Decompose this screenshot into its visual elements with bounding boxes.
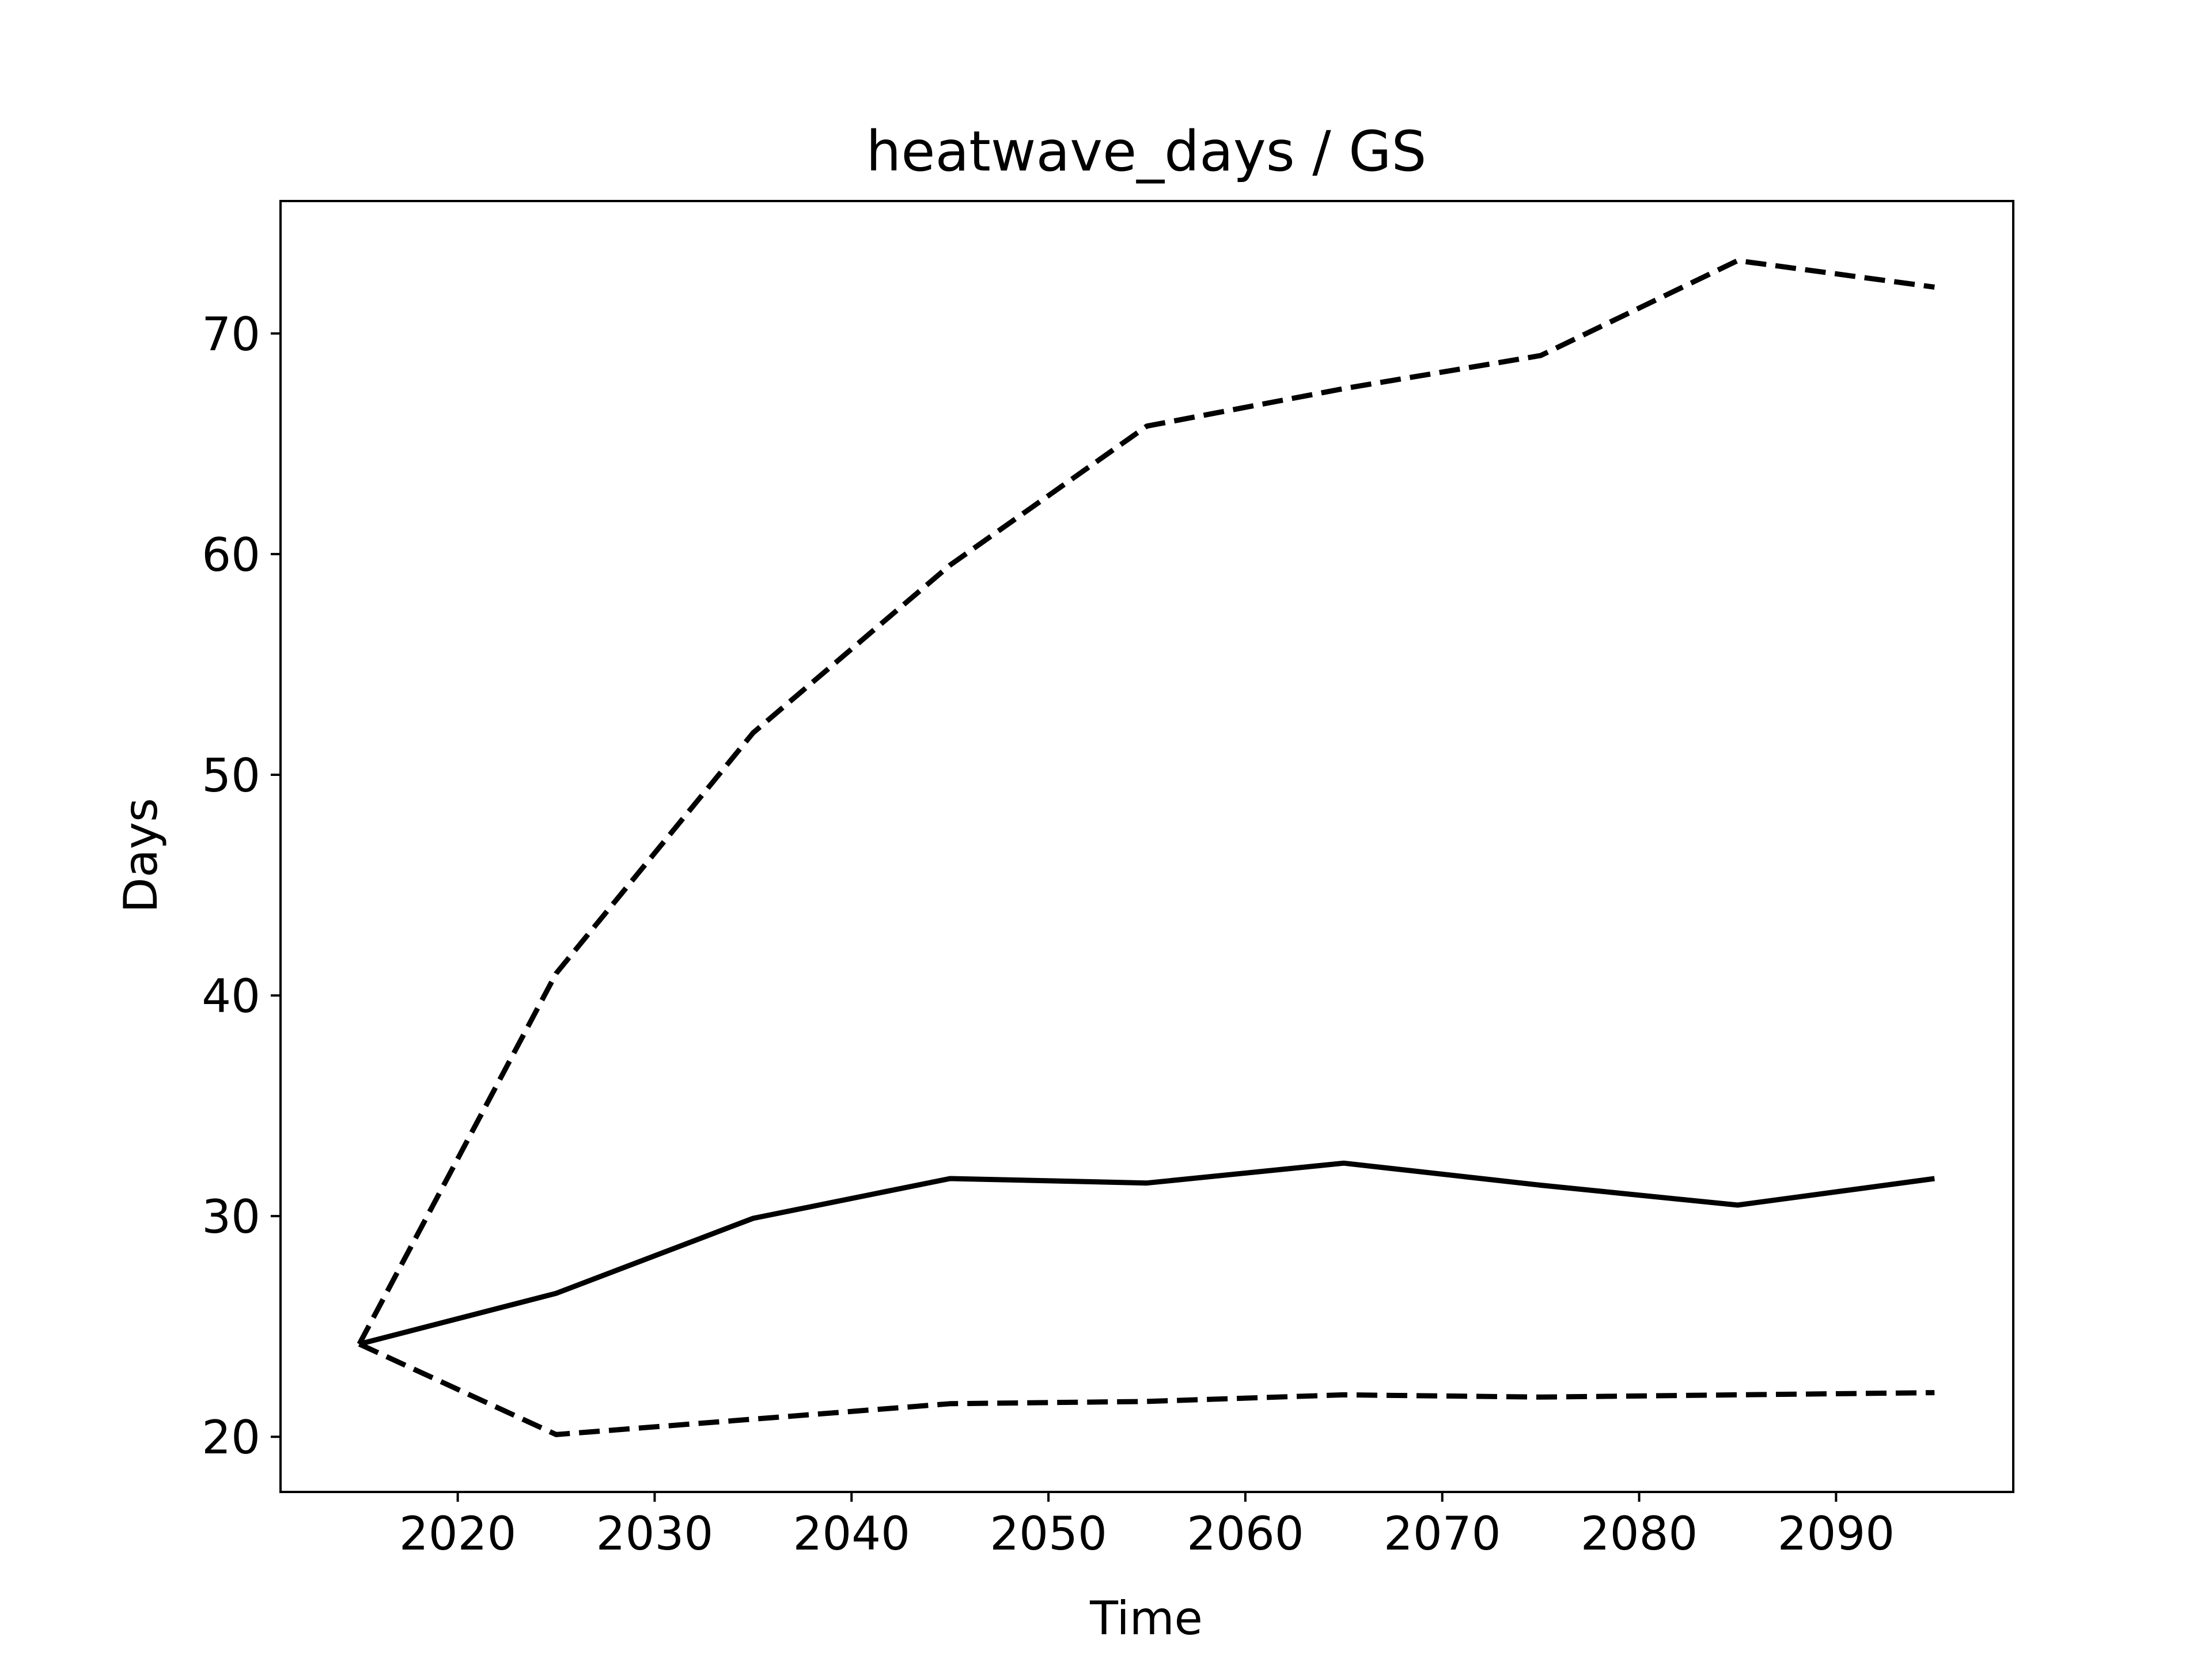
plot-area-frame [279, 200, 2014, 1493]
y-axis-label: Days [114, 798, 168, 913]
y-tick-label-30: 30 [202, 1190, 260, 1244]
x-tick-label-2040: 2040 [793, 1507, 910, 1560]
y-tick-label-70: 70 [202, 308, 260, 361]
y-tick-label-50: 50 [202, 749, 260, 802]
x-tick-label-2020: 2020 [399, 1507, 517, 1560]
y-axis-ticks: 20 30 40 50 60 70 [202, 308, 281, 1464]
series-line-1-solid [358, 1160, 1935, 1347]
x-axis-ticks: 2020 2030 2040 2050 2060 2070 2080 2090 [399, 1492, 1895, 1560]
y-tick-label-60: 60 [202, 528, 260, 582]
x-tick-label-2070: 2070 [1384, 1507, 1501, 1560]
x-axis-label: Time [1089, 1592, 1203, 1645]
x-tick-label-2060: 2060 [1187, 1507, 1304, 1560]
series-layer [357, 257, 1935, 1437]
x-tick-label-2030: 2030 [596, 1507, 714, 1560]
x-tick-label-2080: 2080 [1581, 1507, 1698, 1560]
series-line-2-dashed [357, 257, 1935, 1346]
series-line-3-dashed [358, 1342, 1935, 1437]
x-tick-label-2050: 2050 [990, 1507, 1107, 1560]
y-tick-label-20: 20 [202, 1411, 260, 1464]
chart-title: heatwave_days / GS [866, 119, 1427, 184]
x-tick-label-2090: 2090 [1778, 1507, 1895, 1560]
y-tick-label-40: 40 [202, 969, 260, 1023]
